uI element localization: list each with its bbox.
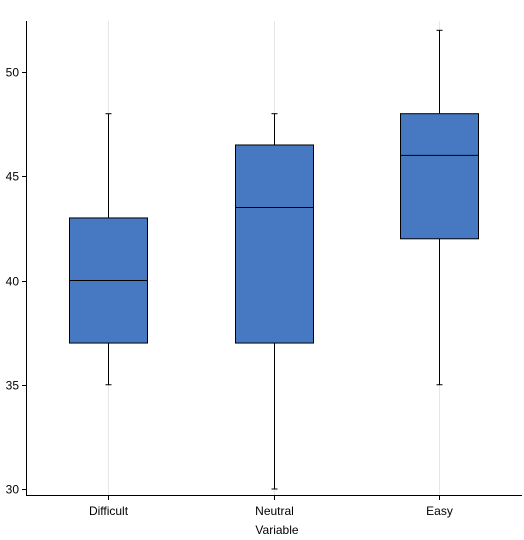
y-tick-label-40: 40 (6, 275, 20, 289)
y-tick-label-50: 50 (6, 66, 20, 80)
ticks: 30 35 40 45 50 Difficult Neutral Easy (6, 66, 453, 519)
x-axis-title: Variable (255, 523, 298, 537)
y-tick-label-35: 35 (6, 379, 20, 393)
box-rect-easy (400, 113, 479, 240)
box-easy (400, 29, 479, 386)
x-tick-label-easy: Easy (426, 504, 453, 518)
box-rect-neutral (235, 144, 314, 344)
box-neutral (235, 113, 314, 490)
x-tick-label-neutral: Neutral (255, 504, 294, 518)
x-tick-label-difficult: Difficult (89, 504, 129, 518)
y-tick-label-45: 45 (6, 170, 20, 184)
box-difficult (69, 113, 148, 386)
boxes (69, 29, 479, 490)
y-tick-label-30: 30 (6, 483, 20, 497)
axes (26, 21, 522, 496)
